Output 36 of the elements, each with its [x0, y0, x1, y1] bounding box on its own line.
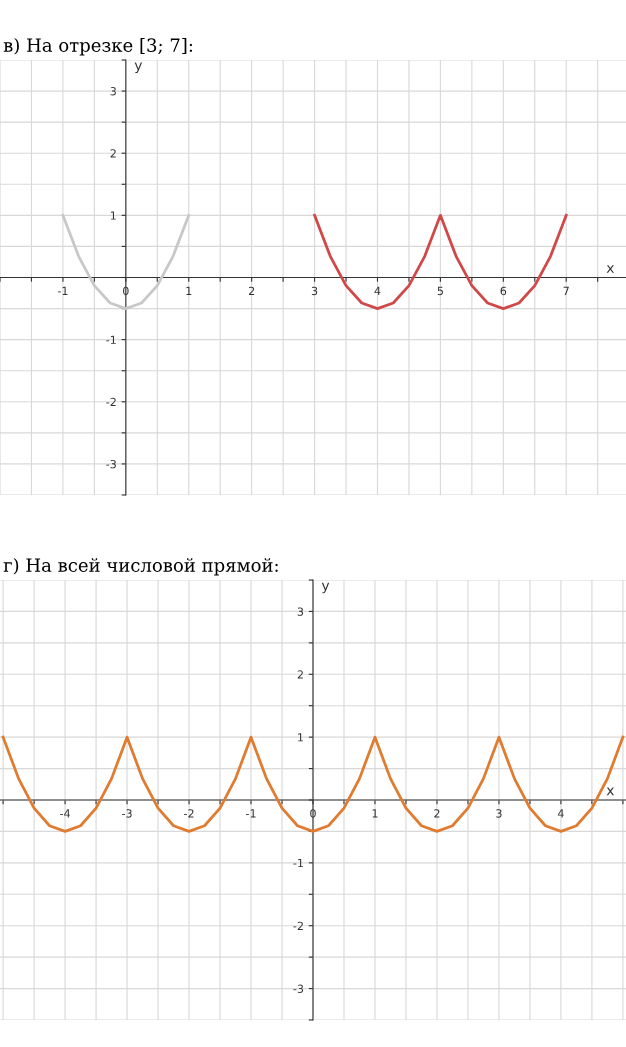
x-axis-title: x — [606, 787, 614, 796]
x-tick-label: -4 — [60, 809, 70, 818]
y-tick-label: -2 — [293, 921, 303, 930]
x-tick-label: 1 — [372, 809, 378, 818]
y-tick-label: 1 — [110, 211, 116, 220]
x-tick-label: 3 — [311, 286, 318, 296]
y-tick-label: 1 — [298, 733, 303, 742]
y-tick-label: 3 — [110, 87, 116, 96]
x-tick-label: 6 — [500, 286, 507, 296]
y-tick-label: -1 — [293, 858, 303, 868]
y-axis-title: y — [134, 62, 143, 74]
y-tick-label: -3 — [293, 984, 304, 993]
line-series — [1, 735, 625, 833]
x-tick-label: 3 — [496, 809, 502, 818]
chart-title: в) На отрезке [3; 7]: — [3, 37, 193, 56]
x-tick-label: 7 — [563, 286, 569, 295]
y-tick-label: 2 — [297, 670, 303, 679]
x-tick-label: 4 — [557, 809, 564, 818]
line-series — [313, 213, 568, 310]
x-tick-label: -2 — [184, 809, 194, 818]
x-tick-label: -3 — [122, 809, 132, 818]
y-tick-label: -2 — [106, 397, 116, 407]
x-tick-label: -1 — [57, 286, 68, 295]
y-tick-label: -3 — [106, 459, 116, 469]
x-axis-title: x — [606, 265, 614, 273]
x-tick-label: 5 — [437, 286, 443, 296]
x-tick-label: 2 — [434, 809, 440, 818]
chart-title: г) На всей числовой прямой: — [3, 557, 278, 576]
y-axis-title: y — [321, 582, 330, 594]
y-tick-label: -1 — [106, 335, 116, 344]
x-tick-label: 4 — [374, 286, 381, 295]
y-tick-label: 3 — [297, 607, 304, 616]
x-tick-label: -1 — [246, 809, 256, 818]
x-tick-label: 2 — [248, 286, 255, 295]
y-tick-label: 2 — [110, 149, 116, 158]
x-tick-label: 1 — [186, 286, 192, 295]
